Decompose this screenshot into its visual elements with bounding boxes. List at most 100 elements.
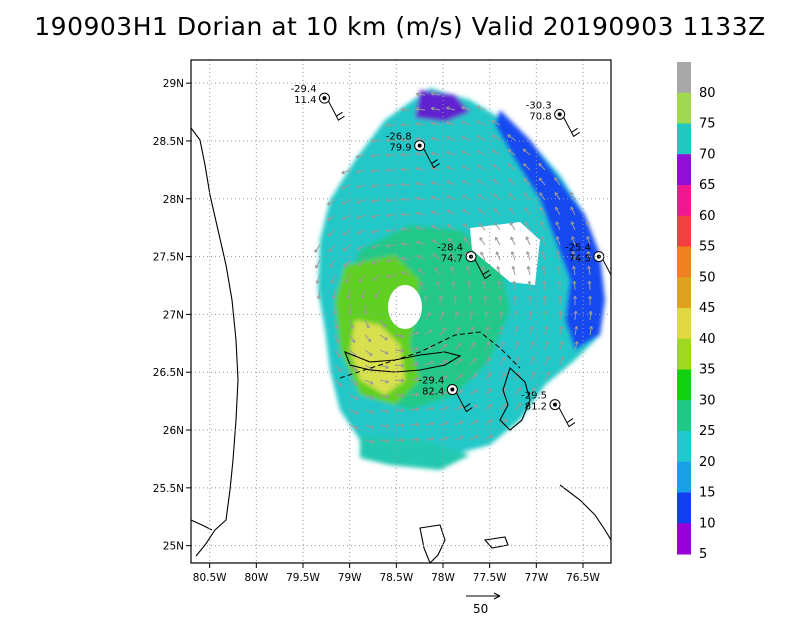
wind-vector [526, 251, 531, 261]
colorbar-swatch [677, 308, 691, 340]
colorbar-label: 70 [699, 147, 716, 162]
wind-vector [484, 311, 488, 321]
wind-vector-head [473, 389, 478, 393]
wind-vector [466, 266, 471, 276]
wind-vector [341, 214, 351, 220]
wind-vector-head [326, 201, 331, 206]
wind-vector [573, 266, 576, 276]
wind-vector [588, 280, 591, 291]
wind-vector-head [557, 280, 562, 285]
wind-vector-head [436, 281, 440, 285]
wind-vector-head [516, 356, 520, 361]
wind-vector [356, 154, 366, 158]
wind-vector [555, 206, 561, 216]
wind-vector [394, 334, 404, 338]
wind-vector-head [431, 225, 436, 229]
wind-vector-head [430, 406, 435, 411]
wind-vector-head [443, 343, 448, 348]
wind-vector-head [474, 420, 479, 424]
wind-vector-head [484, 310, 489, 315]
wind-vector-head [427, 312, 431, 316]
wind-vector-head [555, 221, 560, 226]
wind-vector-head [370, 424, 374, 429]
wind-vector-head [512, 280, 517, 285]
wind-vector-head [416, 226, 420, 230]
wind-vector-head [430, 151, 435, 156]
wind-vector [524, 207, 531, 216]
wind-vector [349, 364, 358, 372]
dropsonde-station[interactable]: -29.581.2 [521, 391, 576, 428]
wind-vector-head [478, 222, 483, 227]
wind-vector-head [523, 163, 527, 167]
wind-vector-head [338, 382, 343, 387]
wind-vector-head [525, 221, 529, 226]
station-temperature: -28.4 [437, 243, 463, 254]
wind-vector-head [357, 262, 362, 267]
wind-vector [499, 341, 505, 351]
colorbar: 80 75 70 65 60 55 50 45 40 35 30 25 20 15 10 5 [677, 62, 716, 562]
wind-vector [372, 274, 381, 281]
wind-vector [507, 134, 516, 141]
wind-vector [371, 259, 381, 265]
lat-tick-label: 27.5N [153, 252, 184, 264]
wind-vector [341, 169, 351, 174]
wind-vector-head [517, 402, 522, 407]
wind-vector [424, 407, 434, 411]
station-temperature: -29.5 [521, 391, 547, 402]
wind-vector-head [400, 212, 405, 217]
wind-vector [341, 199, 351, 205]
wind-vector [416, 138, 426, 141]
wind-vector [316, 274, 321, 284]
wind-vector [446, 107, 456, 111]
wind-barb [328, 100, 345, 121]
wind-vector-head [586, 250, 591, 255]
wind-vector-head [351, 339, 356, 344]
wind-vector [400, 183, 411, 186]
wind-vector [514, 387, 522, 396]
wind-vector [559, 326, 563, 336]
wind-vector-head [469, 310, 474, 315]
wind-vector [332, 289, 336, 299]
dropsonde-station[interactable]: -29.411.4 [291, 84, 345, 121]
wind-vector-head [415, 152, 420, 156]
wind-vector [538, 163, 546, 171]
wind-vector [394, 364, 405, 367]
wind-vector-head [401, 271, 405, 275]
wind-vector [356, 184, 366, 189]
lon-tick-label: 76.5W [566, 572, 600, 584]
wind-vector-head [500, 341, 505, 346]
wind-barb [474, 259, 492, 280]
wind-vector [523, 178, 531, 186]
station-wind-speed: 82.4 [422, 387, 444, 398]
wind-vector-head [451, 280, 456, 285]
wind-vector [461, 180, 471, 186]
wind-vector [371, 229, 381, 233]
berry-islands [483, 536, 509, 549]
colorbar-label: 20 [699, 455, 716, 470]
wind-vector-head [491, 120, 496, 124]
wind-vector [450, 266, 456, 276]
station-wind-speed: 74.5 [569, 254, 591, 265]
station-marker-dot [322, 96, 327, 101]
colorbar-label: 60 [699, 209, 716, 224]
wind-vector [558, 280, 561, 291]
wind-barb [558, 407, 576, 428]
dropsonde-station[interactable]: -30.370.8 [526, 100, 580, 138]
wind-vector-head [558, 310, 563, 315]
wind-vector-head [455, 311, 459, 315]
dropsonde-station[interactable]: -29.482.4 [418, 376, 473, 413]
wind-vector [334, 379, 343, 387]
wind-vector-head [315, 264, 319, 269]
station-wind-speed: 74.7 [441, 254, 463, 265]
colorbar-swatch [677, 369, 691, 401]
wind-vector-head [472, 342, 476, 346]
wind-vector [484, 326, 489, 336]
wind-vector-head [447, 224, 452, 228]
wind-vector-head [572, 280, 577, 285]
wind-vector-head [461, 165, 466, 169]
wind-vector-head [511, 265, 516, 270]
wind-vector-head [415, 422, 420, 427]
wind-vector-head [492, 149, 496, 154]
wind-vector-head [513, 295, 518, 300]
